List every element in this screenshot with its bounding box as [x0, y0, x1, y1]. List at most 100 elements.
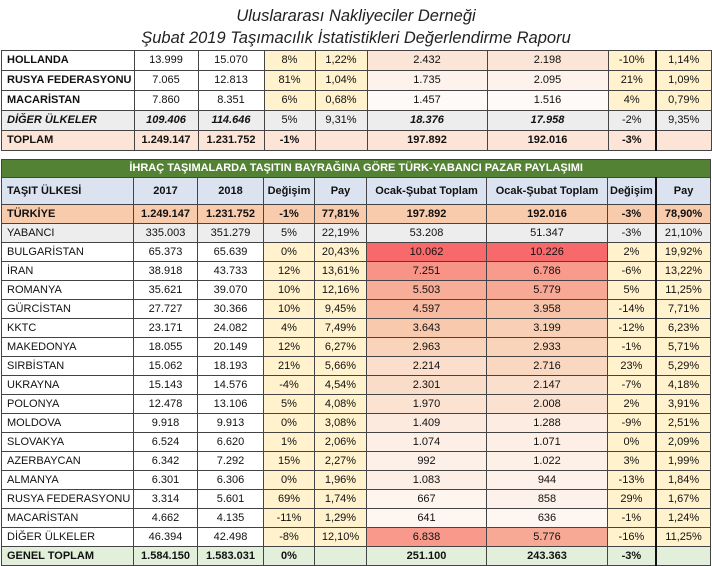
table-row: RUSYA FEDERASYONU 7.065 12.813 81% 1,04% 1.73… — [1, 70, 712, 91]
cell-os2: 51.347 — [486, 223, 608, 243]
cell-chg: 69% — [263, 489, 315, 509]
country-name: DİĞER ÜLKELER — [1, 110, 135, 131]
country-name: RUSYA FEDERASYONU — [1, 489, 134, 509]
cell-os1: 10.062 — [366, 242, 487, 262]
table-row: RUSYA FEDERASYONU 3.314 5.601 69% 1,74% 667 85… — [1, 489, 712, 509]
cell-chg: -8% — [263, 527, 315, 547]
country-name: UKRAYNA — [1, 375, 134, 395]
country-name: ALMANYA — [1, 470, 134, 490]
table-row: ROMANYA 35.621 39.070 10% 12,16% 5.503 5.779 5%… — [1, 280, 712, 300]
cell-v2018: 6.620 — [197, 432, 264, 452]
cell-chg2: -7% — [606, 375, 657, 395]
column-header: 2018 — [197, 177, 264, 205]
cell-os1: 18.376 — [366, 110, 488, 131]
cell-v2018: 14.576 — [197, 375, 264, 395]
cell-chg: 8% — [263, 50, 316, 71]
cell-v2018: 9.913 — [197, 413, 264, 433]
table-row: HOLLANDA 13.999 15.070 8% 1,22% 2.432 2.198 -10… — [1, 50, 712, 71]
cell-pay2: 7,71% — [654, 299, 712, 319]
table-row: POLONYA 12.478 13.106 5% 4,08% 1.970 2.008 2% 3,… — [1, 394, 712, 414]
cell-pay: 12,16% — [314, 280, 367, 300]
table-row: DİĞER ÜLKELER 46.394 42.498 -8% 12,10% 6.838 5… — [1, 527, 712, 547]
column-header: Pay — [314, 177, 367, 205]
cell-chg: 5% — [263, 223, 315, 243]
cell-pay2: 3,91% — [654, 394, 712, 414]
cell-os2: 3.199 — [486, 318, 608, 338]
country-name: MACARİSTAN — [1, 90, 135, 111]
cell-os1: 197.892 — [366, 204, 487, 224]
cell-pay: 3,08% — [314, 413, 367, 433]
country-name: ROMANYA — [1, 280, 134, 300]
cell-os1: 197.892 — [366, 130, 488, 151]
cell-v2018: 5.601 — [197, 489, 264, 509]
cell-chg2: -1% — [606, 508, 657, 528]
cell-chg: 4% — [263, 318, 315, 338]
country-name: TOPLAM — [1, 130, 135, 151]
cell-chg2: 5% — [606, 280, 657, 300]
country-name: SLOVAKYA — [1, 432, 134, 452]
table-row: UKRAYNA 15.143 14.576 -4% 4,54% 2.301 2.147 -7%… — [1, 375, 712, 395]
cell-pay: 12,10% — [314, 527, 367, 547]
cell-pay2: 5,29% — [654, 356, 712, 376]
cell-v2017: 38.918 — [133, 261, 198, 281]
cell-chg: 0% — [263, 470, 315, 490]
cell-chg: 81% — [263, 70, 316, 91]
cell-v2017: 6.342 — [133, 451, 198, 471]
cell-pay — [314, 130, 368, 151]
cell-pay: 5,66% — [314, 356, 367, 376]
cell-chg: -1% — [263, 204, 315, 224]
cell-pay: 1,96% — [314, 470, 367, 490]
cell-chg2: 4% — [607, 90, 657, 111]
cell-os1: 251.100 — [366, 546, 487, 566]
cell-os2: 3.958 — [486, 299, 608, 319]
cell-os1: 1.970 — [366, 394, 487, 414]
country-name: MACARİSTAN — [1, 508, 134, 528]
cell-os1: 3.643 — [366, 318, 487, 338]
cell-chg2: 3% — [606, 451, 657, 471]
cell-os1: 7.251 — [366, 261, 487, 281]
country-name: SIRBİSTAN — [1, 356, 134, 376]
cell-os2: 192.016 — [486, 130, 609, 151]
cell-pay: 22,19% — [314, 223, 367, 243]
cell-os1: 1.074 — [366, 432, 487, 452]
cell-v2017: 335.003 — [133, 223, 198, 243]
cell-os1: 2.963 — [366, 337, 487, 357]
cell-pay2: 0,79% — [655, 90, 712, 111]
column-header: 2017 — [133, 177, 198, 205]
cell-os1: 641 — [366, 508, 487, 528]
cell-os2: 636 — [486, 508, 608, 528]
cell-v2018: 24.082 — [197, 318, 264, 338]
cell-v2017: 1.249.147 — [133, 130, 199, 151]
cell-chg: 0% — [263, 546, 315, 566]
report-subtitle: Şubat 2019 Taşımacılık İstatistikleri De… — [141, 29, 571, 47]
cell-v2017: 7.860 — [133, 90, 199, 111]
cell-chg2: -2% — [607, 110, 657, 131]
column-header: Değişim — [606, 177, 657, 205]
country-name: BULGARİSTAN — [1, 242, 134, 262]
cell-os1: 4.597 — [366, 299, 487, 319]
cell-chg2: -10% — [607, 50, 657, 71]
top-summary-table: HOLLANDA 13.999 15.070 8% 1,22% 2.432 2.198 -10… — [1, 50, 712, 151]
cell-chg2: 29% — [606, 489, 657, 509]
cell-pay: 7,49% — [314, 318, 367, 338]
cell-chg2: -1% — [606, 337, 657, 357]
cell-pay: 77,81% — [314, 204, 367, 224]
country-name: DİĞER ÜLKELER — [1, 527, 134, 547]
cell-v2018: 12.813 — [197, 70, 265, 91]
header-row: TAŞIT ÜLKESİ 2017 2018 Değişim Pay Ocak-… — [1, 177, 712, 205]
country-name: İRAN — [1, 261, 134, 281]
cell-pay2: 13,22% — [654, 261, 712, 281]
column-header: Ocak-Şubat Toplam — [486, 177, 608, 205]
cell-chg: 12% — [263, 337, 315, 357]
cell-os2: 1.022 — [486, 451, 608, 471]
report-org-title: Uluslararası Nakliyeciler Derneği — [236, 7, 476, 25]
cell-os2: 10.226 — [486, 242, 608, 262]
cell-pay: 20,43% — [314, 242, 367, 262]
table-row: GÜRCİSTAN 27.727 30.366 10% 9,45% 4.597 3.958-… — [1, 299, 712, 319]
cell-v2018: 1.231.752 — [197, 130, 265, 151]
table-title: İHRAÇ TAŞIMALARDA TAŞITIN BAYRAĞINA GÖRE… — [0, 159, 712, 178]
country-name: AZERBAYCAN — [1, 451, 134, 471]
cell-os2: 858 — [486, 489, 608, 509]
cell-chg2: -3% — [606, 204, 657, 224]
cell-v2018: 18.193 — [197, 356, 264, 376]
